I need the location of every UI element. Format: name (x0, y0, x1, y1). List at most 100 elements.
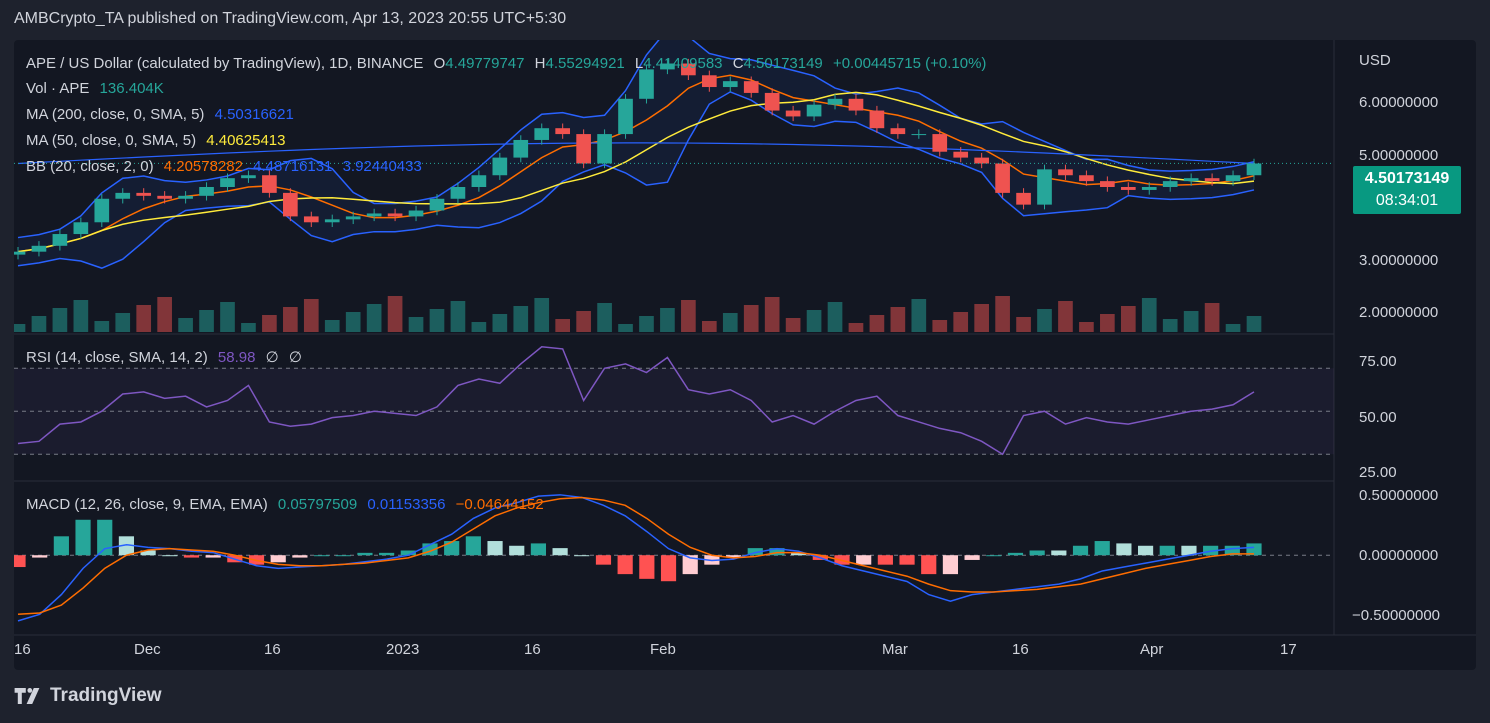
macd-histogram-bar (335, 555, 351, 557)
volume-bar (576, 311, 591, 332)
candle-body (869, 110, 885, 129)
bb-legend: BB (20, close, 2, 0) 4.20578282 4.487161… (26, 158, 428, 175)
rsi-tick-75: 75.00 (1359, 353, 1397, 370)
candle-body (618, 98, 633, 135)
macd-histogram-bar (400, 550, 416, 556)
low-value: 4.41409583 (643, 55, 723, 72)
volume-bar (387, 296, 403, 332)
volume-bar (1246, 316, 1262, 332)
macd-histogram-bar (140, 550, 156, 556)
volume-bar (303, 299, 319, 332)
price-tick-2: 2.00000000 (1359, 304, 1439, 321)
candle-body (513, 139, 529, 158)
candle-body (848, 98, 864, 111)
macd-histogram-bar (313, 555, 330, 557)
candle-body (1162, 181, 1178, 187)
symbol-legend: APE / US Dollar (calculated by TradingVi… (26, 55, 992, 72)
candle-body (932, 134, 948, 152)
volume-bar (1016, 317, 1031, 332)
symbol-title: APE / US Dollar (calculated by TradingVi… (26, 55, 424, 72)
volume-bar (513, 306, 529, 332)
volume-bar (953, 312, 969, 332)
macd-histogram-bar (660, 555, 677, 582)
candle-body (199, 187, 214, 196)
volume-label: Vol · APE (26, 80, 90, 97)
signal-line (17, 496, 1254, 616)
macd-histogram-bar (509, 545, 525, 556)
volume-bar (1079, 322, 1094, 332)
volume-value: 136.404K (99, 80, 164, 97)
macd-histogram-bar (183, 555, 200, 558)
volume-bar (785, 318, 801, 332)
volume-bar (597, 303, 612, 332)
rsi-tick-50: 50.00 (1359, 409, 1397, 426)
candle-body (1183, 178, 1199, 182)
candle-body (1120, 187, 1136, 190)
time-label-mar: Mar (882, 641, 908, 658)
chart-frame[interactable]: APE / US Dollar (calculated by TradingVi… (14, 40, 1476, 670)
macd-histogram-bar (682, 555, 698, 575)
volume-bar (618, 324, 633, 332)
price-tick-6: 6.00000000 (1359, 94, 1439, 111)
time-label-feb: Feb (650, 641, 676, 658)
macd-histogram-bar (379, 552, 395, 556)
bollinger-band-fill (18, 40, 1254, 269)
macd-tick-neg: −0.50000000 (1352, 607, 1441, 624)
macd-histogram-bar (791, 552, 807, 556)
publisher-header: AMBCrypto_TA published on TradingView.co… (14, 10, 567, 27)
volume-bar (555, 319, 571, 332)
candle-body (890, 128, 906, 135)
volume-bar (1204, 303, 1220, 332)
open-value: 4.49779747 (445, 55, 525, 72)
macd-histogram-bar (725, 555, 742, 558)
macd-histogram-bar (1137, 545, 1154, 556)
candle-body (366, 213, 382, 217)
bb-lower-value: 3.92440433 (342, 158, 422, 175)
ma200-line (17, 142, 1255, 165)
candle-body (764, 92, 780, 111)
volume-bar (764, 297, 780, 332)
low-label: L (634, 55, 644, 72)
volume-bar (31, 316, 47, 332)
tradingview-footer[interactable]: TradingView (14, 685, 162, 707)
candle-body (911, 134, 927, 136)
chart-canvas[interactable] (14, 40, 1476, 670)
macd-histogram-bar (32, 555, 48, 558)
ma50-value: 4.40625413 (206, 132, 286, 149)
price-tick-5: 5.00000000 (1359, 147, 1439, 164)
candle-body (1016, 192, 1031, 205)
macd-histogram-bar (552, 548, 568, 556)
candle-body (450, 187, 466, 199)
volume-bar (492, 314, 508, 332)
candle-body (157, 195, 172, 199)
volume-bar (1141, 298, 1157, 332)
close-label: C (732, 55, 744, 72)
macd-tick-zero: 0.00000000 (1359, 547, 1439, 564)
rsi-extra-1: ∅ (265, 349, 279, 366)
volume-bar (324, 320, 340, 332)
macd-histogram-bar (769, 548, 785, 556)
macd-histogram-bar (1159, 545, 1175, 556)
volume-bar (639, 316, 654, 332)
macd-histogram-bar (444, 541, 460, 556)
candle-body (178, 195, 193, 199)
macd-histogram-bar (639, 555, 655, 579)
ma50-line (17, 91, 1255, 253)
rsi-extra-2: ∅ (288, 349, 302, 366)
volume-bar (429, 309, 445, 332)
hist-value: −0.04644152 (455, 496, 544, 513)
candle-body (974, 157, 989, 164)
candle-body (1100, 181, 1115, 187)
candle-body (806, 104, 822, 117)
macd-legend: MACD (12, 26, close, 9, EMA, EMA) 0.0579… (26, 496, 550, 513)
rsi-line (17, 345, 1255, 456)
price-tick-3: 3.00000000 (1359, 252, 1439, 269)
open-label: O (433, 55, 446, 72)
candle-body (241, 175, 256, 179)
volume-bar (366, 304, 382, 332)
volume-bar (157, 297, 172, 332)
candle-body (52, 234, 68, 246)
high-label: H (534, 55, 546, 72)
candle-body (115, 192, 131, 199)
volume-bar (283, 307, 298, 332)
